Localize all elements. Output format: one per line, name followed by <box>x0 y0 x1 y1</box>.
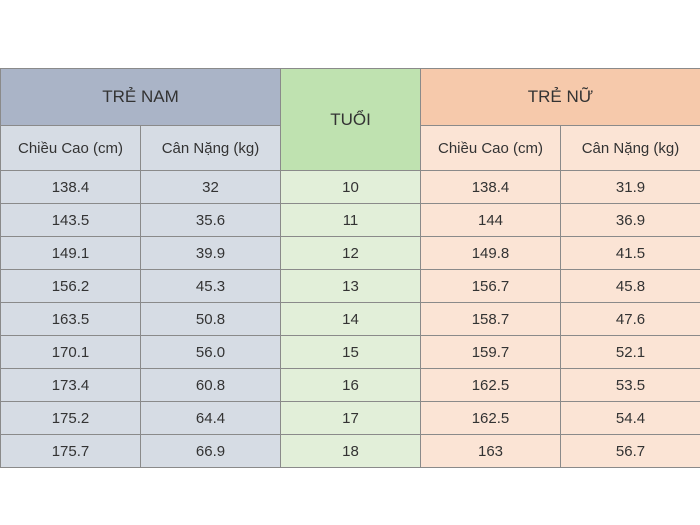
girl-height-header: Chiều Cao (cm) <box>420 125 561 171</box>
girl-weight-cell: 54.4 <box>560 401 700 435</box>
boy-height-cell: 149.1 <box>0 236 141 270</box>
table-body: 138.4 32 10 138.4 31.9 143.5 35.6 11 144 36.9 149.… <box>0 170 700 468</box>
boy-weight-cell: 39.9 <box>140 236 281 270</box>
girl-height-cell: 156.7 <box>420 269 561 303</box>
boy-weight-cell: 64.4 <box>140 401 281 435</box>
table-row: 149.1 39.9 12 149.8 41.5 <box>0 236 700 270</box>
age-cell: 13 <box>280 269 421 303</box>
boy-weight-cell: 35.6 <box>140 203 281 237</box>
age-header: TUỔI <box>280 68 421 171</box>
boy-weight-cell: 56.0 <box>140 335 281 369</box>
age-cell: 12 <box>280 236 421 270</box>
girl-height-cell: 163 <box>420 434 561 468</box>
boy-height-cell: 175.2 <box>0 401 141 435</box>
girl-weight-cell: 41.5 <box>560 236 700 270</box>
boy-height-header: Chiều Cao (cm) <box>0 125 141 171</box>
boy-weight-cell: 60.8 <box>140 368 281 402</box>
table-row: 175.2 64.4 17 162.5 54.4 <box>0 401 700 435</box>
girl-weight-cell: 53.5 <box>560 368 700 402</box>
girl-weight-header: Cân Nặng (kg) <box>560 125 700 171</box>
boy-height-cell: 138.4 <box>0 170 141 204</box>
girl-height-cell: 138.4 <box>420 170 561 204</box>
boy-weight-cell: 45.3 <box>140 269 281 303</box>
girl-weight-cell: 56.7 <box>560 434 700 468</box>
boy-height-cell: 163.5 <box>0 302 141 336</box>
girl-weight-cell: 45.8 <box>560 269 700 303</box>
boy-weight-cell: 32 <box>140 170 281 204</box>
girl-weight-cell: 52.1 <box>560 335 700 369</box>
age-cell: 16 <box>280 368 421 402</box>
age-cell: 10 <box>280 170 421 204</box>
growth-table-container: TRẺ NAM TUỔI TRẺ NỮ Chiều Cao (cm) Cân N… <box>0 68 700 468</box>
growth-table: TRẺ NAM TUỔI TRẺ NỮ Chiều Cao (cm) Cân N… <box>0 68 700 468</box>
girl-weight-cell: 47.6 <box>560 302 700 336</box>
girl-height-cell: 159.7 <box>420 335 561 369</box>
girl-height-cell: 144 <box>420 203 561 237</box>
age-cell: 17 <box>280 401 421 435</box>
boy-weight-header: Cân Nặng (kg) <box>140 125 281 171</box>
girl-weight-cell: 36.9 <box>560 203 700 237</box>
girl-height-cell: 162.5 <box>420 368 561 402</box>
table-row: 163.5 50.8 14 158.7 47.6 <box>0 302 700 336</box>
table-row: 143.5 35.6 11 144 36.9 <box>0 203 700 237</box>
table-row: 156.2 45.3 13 156.7 45.8 <box>0 269 700 303</box>
table-row: 173.4 60.8 16 162.5 53.5 <box>0 368 700 402</box>
age-cell: 14 <box>280 302 421 336</box>
boy-height-cell: 170.1 <box>0 335 141 369</box>
boy-height-cell: 143.5 <box>0 203 141 237</box>
boy-height-cell: 173.4 <box>0 368 141 402</box>
age-cell: 18 <box>280 434 421 468</box>
girl-height-cell: 158.7 <box>420 302 561 336</box>
boy-weight-cell: 50.8 <box>140 302 281 336</box>
table-row: 170.1 56.0 15 159.7 52.1 <box>0 335 700 369</box>
boy-height-cell: 156.2 <box>0 269 141 303</box>
age-cell: 15 <box>280 335 421 369</box>
table-row: 175.7 66.9 18 163 56.7 <box>0 434 700 468</box>
boy-weight-cell: 66.9 <box>140 434 281 468</box>
age-cell: 11 <box>280 203 421 237</box>
girl-weight-cell: 31.9 <box>560 170 700 204</box>
girl-height-cell: 149.8 <box>420 236 561 270</box>
table-row: 138.4 32 10 138.4 31.9 <box>0 170 700 204</box>
girls-group-header: TRẺ NỮ <box>420 68 700 126</box>
girl-height-cell: 162.5 <box>420 401 561 435</box>
boys-group-header: TRẺ NAM <box>0 68 281 126</box>
boy-height-cell: 175.7 <box>0 434 141 468</box>
